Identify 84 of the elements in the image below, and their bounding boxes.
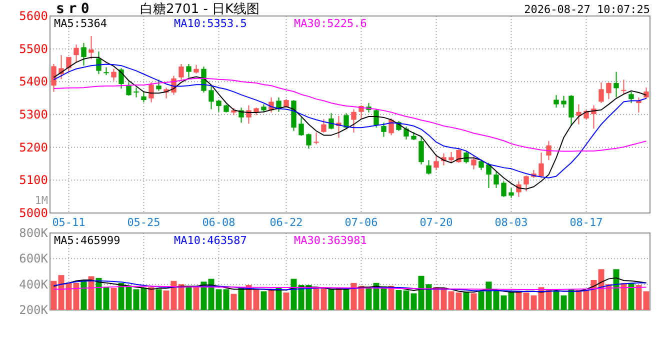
text: MA30:363981: [294, 234, 367, 247]
candlestick: [538, 152, 544, 178]
candlestick: [66, 56, 72, 73]
candlestick: [314, 132, 319, 145]
candlestick: [516, 180, 522, 198]
chart-subtitle: 白糖2701 - 日K线图: [140, 2, 260, 17]
text: MA10:463587: [174, 234, 247, 247]
candlestick: [351, 108, 356, 134]
candlestick: [614, 71, 619, 98]
candlestick: [134, 87, 139, 98]
candlestick: [524, 175, 529, 192]
y-tick-label: 600K: [19, 252, 49, 266]
candlestick: [628, 91, 634, 104]
candlestick: [554, 94, 559, 108]
candlestick: [344, 112, 349, 130]
text: MA10:5353.5: [174, 17, 247, 30]
text: 2026-08-27 10:07:25: [524, 3, 650, 16]
y-tick-label: 5400: [19, 74, 48, 89]
text: MA5:465999: [54, 234, 120, 247]
y-tick-label: 5300: [19, 108, 48, 122]
candlestick: [568, 94, 574, 126]
text: 1M: [34, 194, 48, 207]
x-tick-label: 06-22: [270, 216, 303, 229]
candlestick: [561, 95, 566, 108]
x-tick-label: 08-03: [494, 216, 528, 229]
x-tick-label: 06-08: [202, 216, 236, 229]
candlestick: [178, 63, 184, 80]
y-tick-label: 5600: [19, 9, 48, 23]
candlestick: [508, 188, 514, 198]
candlestick: [246, 104, 252, 124]
candlestick: [186, 63, 192, 78]
x-tick-label: 08-17: [570, 216, 603, 229]
candlestick: [456, 148, 462, 164]
candlestick: [321, 118, 326, 134]
x-tick-label: 07-20: [420, 216, 453, 229]
candlestick: [606, 82, 612, 100]
candlestick: [118, 68, 124, 90]
candlestick: [636, 96, 642, 114]
y-tick-label: 5000: [19, 206, 48, 220]
chart-title: sr0: [56, 1, 94, 17]
text: MA30:5225.6: [294, 17, 367, 30]
candlestick: [486, 162, 492, 189]
candlestick: [298, 116, 304, 136]
candlestick: [621, 79, 626, 95]
candlestick: [111, 68, 116, 82]
candlestick: [328, 112, 334, 130]
y-tick-label: 5100: [19, 173, 48, 188]
candlestick: [81, 42, 86, 66]
x-tick-label: 05-25: [127, 216, 160, 229]
x-tick-label: 07-06: [344, 216, 378, 229]
candlestick: [208, 85, 214, 110]
y-tick-label: 5200: [19, 140, 48, 154]
candlestick: [156, 79, 162, 92]
candlestick: [448, 151, 454, 164]
candlestick: [494, 170, 499, 189]
candlestick: [418, 136, 424, 165]
candlestick: [141, 90, 146, 103]
candlestick: [96, 50, 102, 75]
y-tick-label: 200K: [19, 303, 49, 317]
text: MA5:5364: [54, 17, 108, 30]
candlestick: [426, 160, 432, 176]
candlestick: [501, 180, 506, 198]
candlestick: [148, 82, 154, 103]
candlestick: [126, 82, 132, 96]
candlestick: [404, 126, 409, 140]
candlestick: [464, 150, 469, 164]
y-tick-label: 5500: [19, 42, 48, 56]
candlestick: [216, 99, 222, 112]
candlestick: [201, 66, 206, 93]
candlestick: [546, 140, 552, 161]
candlestick: [306, 133, 312, 150]
candlestick: [88, 36, 94, 60]
candlestick: [478, 158, 484, 170]
y-tick-label: 400K: [19, 277, 49, 292]
y-tick-label: 800K: [19, 226, 49, 240]
candlestick: [576, 104, 582, 125]
x-tick-label: 05-11: [52, 216, 86, 229]
candlestick: [238, 107, 244, 124]
candlestick: [51, 63, 56, 92]
candlestick: [471, 156, 476, 170]
candlestick: [598, 82, 604, 104]
candlestick: [74, 44, 79, 63]
candlestick: [434, 156, 439, 170]
candlestick: [381, 122, 386, 138]
